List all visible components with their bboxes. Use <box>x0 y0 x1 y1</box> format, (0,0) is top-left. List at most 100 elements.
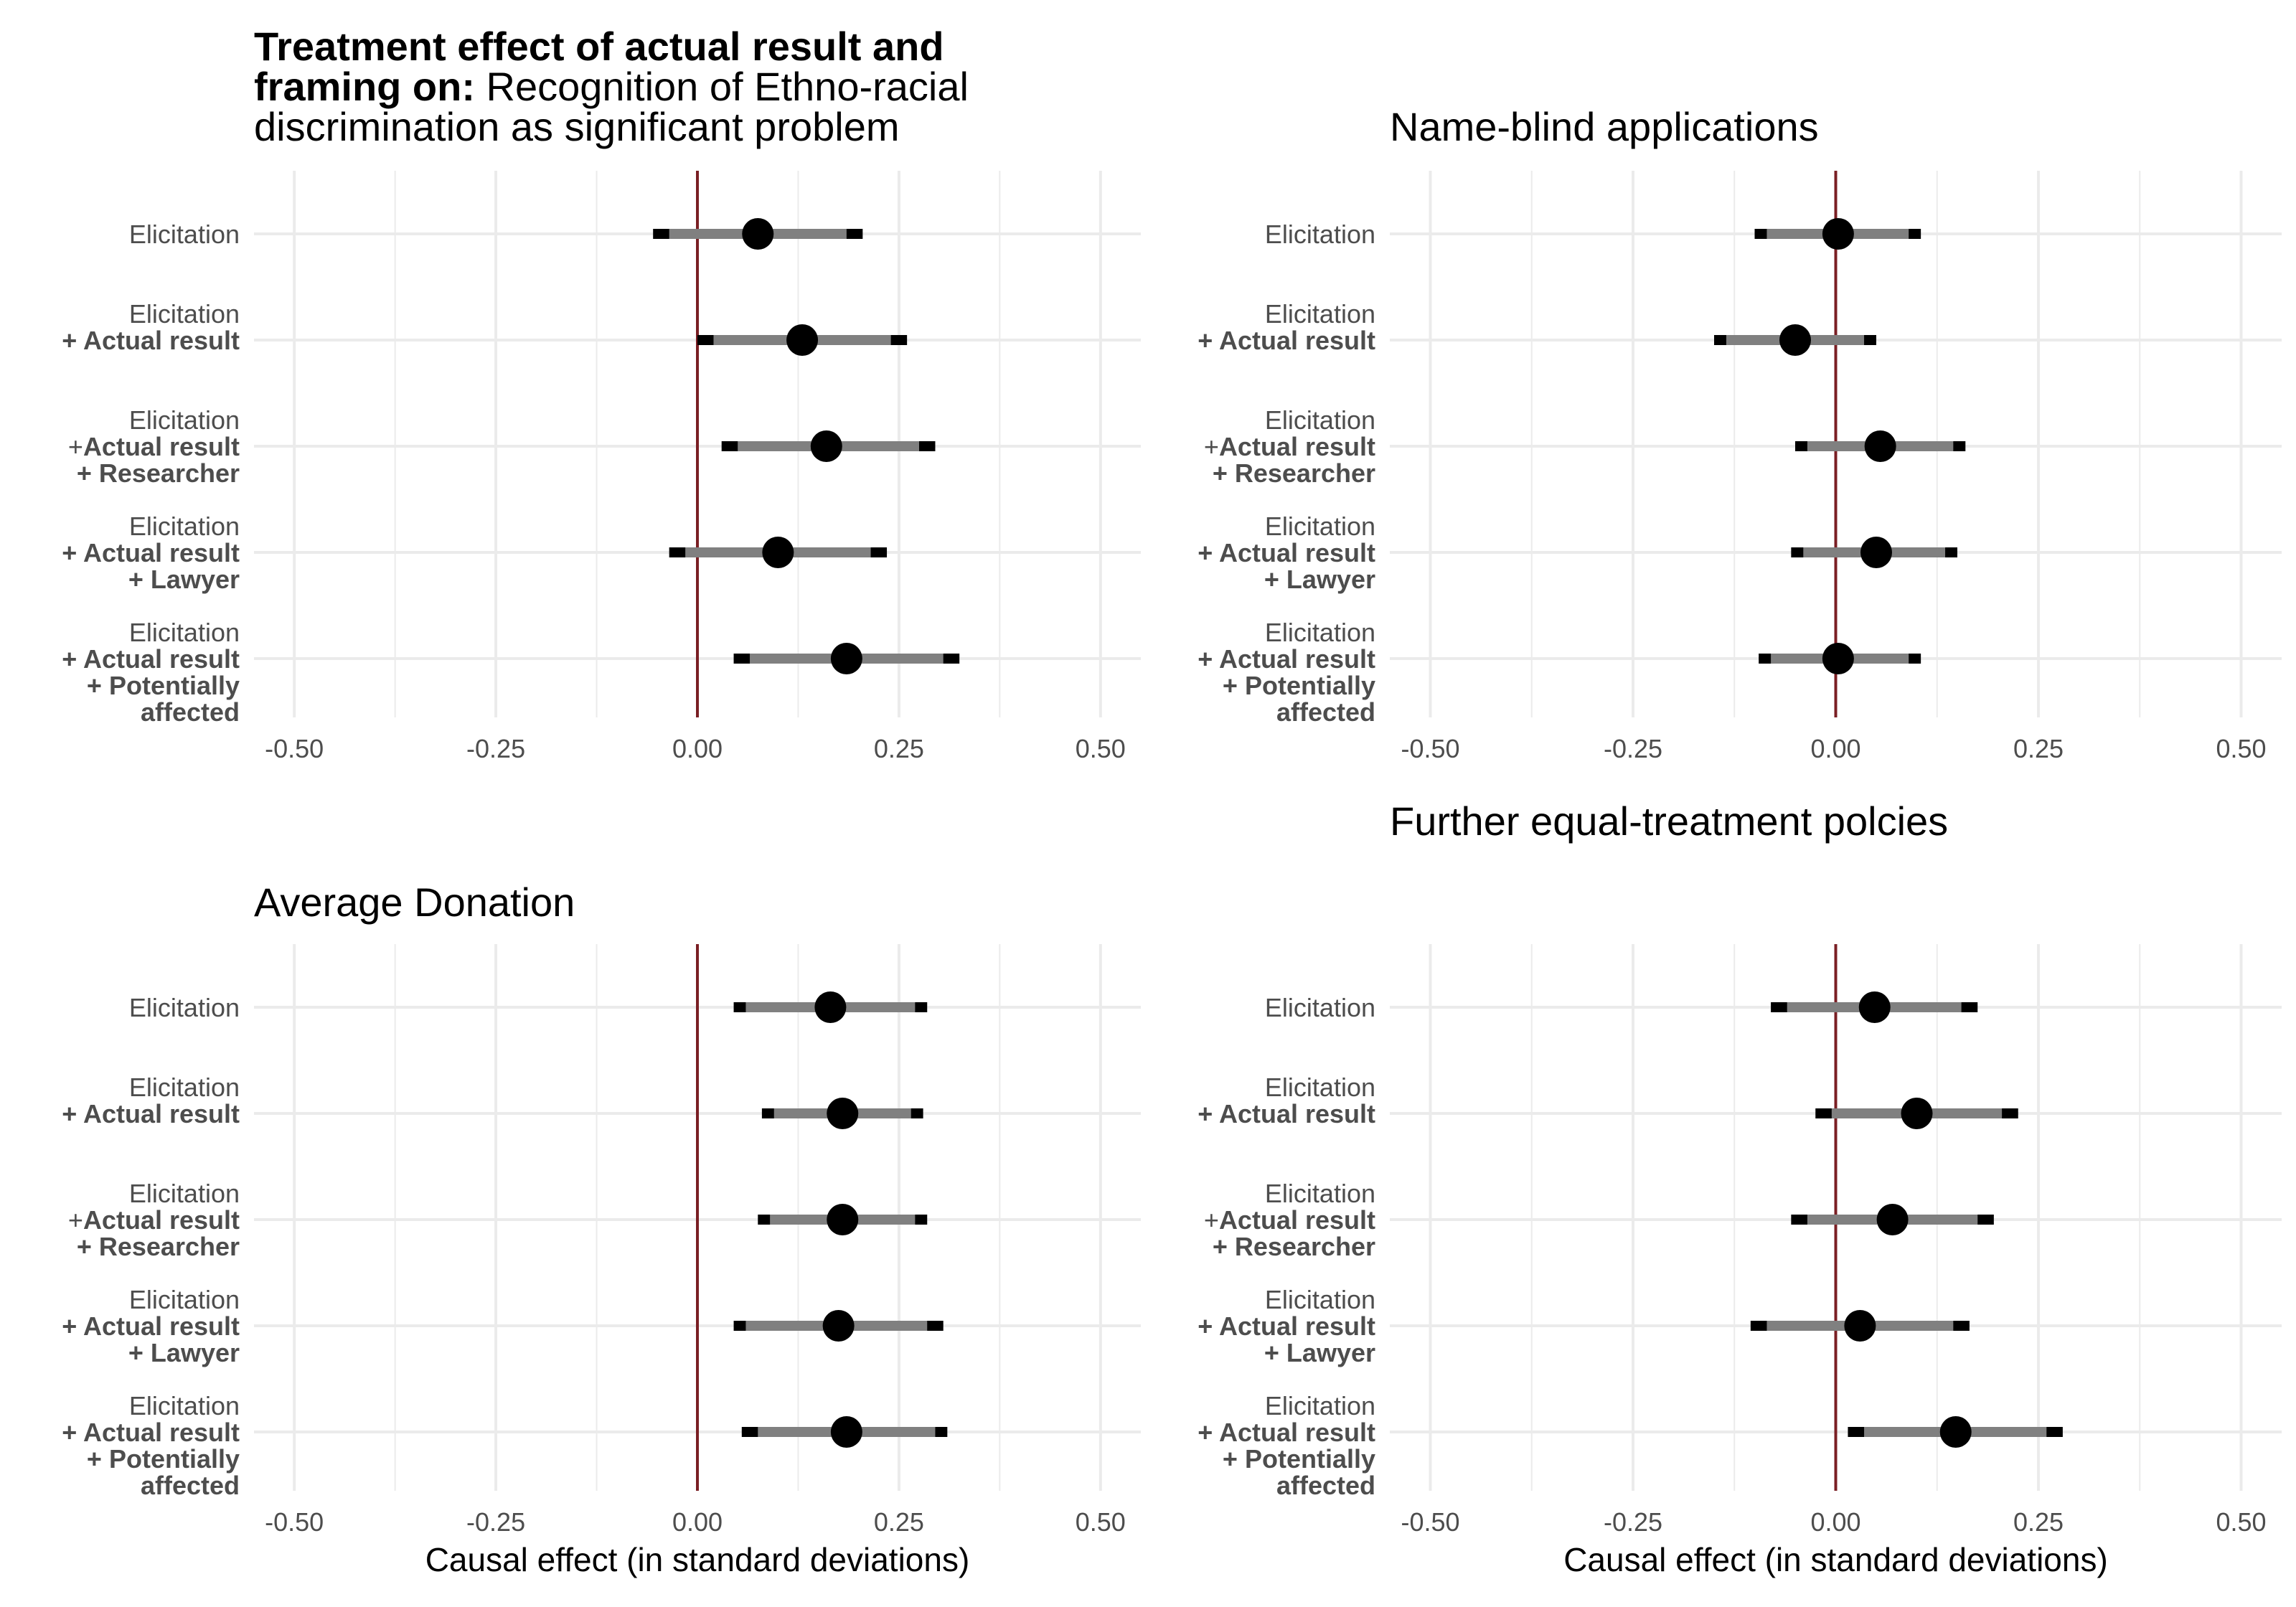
x-tick-label: 0.00 <box>1810 1507 1860 1537</box>
estimate-2 <box>1714 324 1876 356</box>
point-estimate <box>814 991 847 1023</box>
y-tick-label: + Actual result <box>1198 644 1375 674</box>
y-tick-label: Elicitation <box>129 299 240 329</box>
point-estimate <box>810 430 842 462</box>
x-tick-label: 0.50 <box>1076 1507 1126 1537</box>
x-tick-label: -0.50 <box>265 734 324 763</box>
y-tick-label: + Actual result <box>62 1418 240 1447</box>
estimate-3 <box>721 430 936 462</box>
estimate-4 <box>733 1310 944 1342</box>
y-tick-label-prefix: + <box>1204 1205 1219 1235</box>
estimate-1 <box>1771 991 1978 1023</box>
x-tick-label: 0.25 <box>874 734 924 763</box>
x-tick-label: 0.00 <box>1810 734 1860 763</box>
y-tick-label: Elicitation <box>1265 1391 1375 1420</box>
y-tick-label: Elicitation <box>1265 1073 1375 1102</box>
y-tick-label-prefix: + <box>1204 432 1219 461</box>
panel-title: Further equal-treatment polcies <box>1390 798 1948 844</box>
y-tick-label: Elicitation <box>1265 512 1375 541</box>
x-tick-label: -0.50 <box>1401 734 1459 763</box>
point-estimate <box>1876 1204 1909 1235</box>
y-tick-label: Elicitation <box>129 993 240 1022</box>
x-tick-label: -0.25 <box>1604 734 1662 763</box>
panel-title: Name-blind applications <box>1390 104 1819 149</box>
y-tick-label: + Actual result <box>1198 1311 1375 1341</box>
y-tick-label: Elicitation <box>129 220 240 249</box>
y-tick-label: + Actual result <box>62 538 240 567</box>
panel-title-text: Average Donation <box>254 880 575 925</box>
y-tick-label: + Lawyer <box>128 565 240 594</box>
estimate-5 <box>1759 643 1921 674</box>
y-tick-label-bold: Actual result <box>1219 1205 1375 1235</box>
estimate-4 <box>669 537 888 568</box>
estimate-4 <box>1791 537 1957 568</box>
y-tick-label: + Actual result <box>62 1311 240 1341</box>
point-estimate <box>827 1098 859 1129</box>
y-tick-label: + Lawyer <box>1264 1338 1375 1367</box>
y-tick-label: +Actual result <box>1204 432 1375 461</box>
estimate-2 <box>761 1098 923 1129</box>
y-tick-label: Elicitation <box>1265 405 1375 435</box>
estimate-1 <box>653 218 863 250</box>
y-tick-label: Elicitation <box>129 1073 240 1102</box>
y-tick-label: +Actual result <box>68 432 240 461</box>
y-tick-label: + Researcher <box>1213 1232 1375 1261</box>
x-tick-label: -0.50 <box>265 1507 324 1537</box>
y-tick-label-bold: Actual result <box>1219 432 1375 461</box>
y-tick-label: + Actual result <box>62 1099 240 1128</box>
estimate-3 <box>1795 430 1966 462</box>
y-tick-label: affected <box>141 697 240 727</box>
estimate-1 <box>733 991 928 1023</box>
estimate-5 <box>733 643 960 674</box>
y-tick-label: Elicitation <box>1265 1285 1375 1314</box>
y-tick-label: affected <box>141 1471 240 1500</box>
y-tick-label: + Researcher <box>1213 458 1375 488</box>
point-estimate <box>742 218 774 250</box>
x-tick-label: -0.50 <box>1401 1507 1459 1537</box>
point-estimate <box>762 537 794 568</box>
y-tick-label: + Potentially <box>1223 671 1375 700</box>
point-estimate <box>1844 1310 1876 1342</box>
y-tick-label: Elicitation <box>1265 618 1375 647</box>
x-tick-label: -0.25 <box>466 734 525 763</box>
y-tick-label-prefix: + <box>68 432 83 461</box>
point-estimate <box>1939 1416 1972 1448</box>
x-tick-label: -0.25 <box>1604 1507 1662 1537</box>
estimate-5 <box>741 1416 948 1448</box>
estimate-4 <box>1750 1310 1970 1342</box>
y-tick-label-bold: Actual result <box>83 1205 240 1235</box>
panel-title-text: Recognition of Ethno-racial <box>475 64 969 109</box>
estimate-1 <box>1754 218 1921 250</box>
x-tick-label: 0.25 <box>2013 734 2064 763</box>
point-estimate <box>1822 643 1854 674</box>
estimate-5 <box>1848 1416 2063 1448</box>
y-tick-label: affected <box>1276 1471 1375 1500</box>
point-estimate <box>1864 430 1896 462</box>
x-tick-label: 0.50 <box>1076 734 1126 763</box>
y-tick-label: + Actual result <box>1198 538 1375 567</box>
y-tick-label: Elicitation <box>1265 1179 1375 1208</box>
y-tick-label: + Actual result <box>1198 1099 1375 1128</box>
estimate-3 <box>758 1204 928 1235</box>
point-estimate <box>1901 1098 1933 1129</box>
y-tick-label: Elicitation <box>1265 220 1375 249</box>
y-tick-label: + Actual result <box>1198 326 1375 355</box>
point-estimate <box>1822 218 1854 250</box>
y-tick-label: Elicitation <box>129 1391 240 1420</box>
y-tick-label: + Lawyer <box>1264 565 1375 594</box>
estimate-2 <box>1815 1098 2018 1129</box>
panel-1: Elicitation Elicitation + Actual result Eli… <box>62 24 1141 763</box>
y-tick-label: Elicitation <box>129 618 240 647</box>
point-estimate <box>830 643 862 674</box>
y-tick-label: + Researcher <box>77 1232 240 1261</box>
y-tick-label: + Potentially <box>87 1444 240 1474</box>
y-tick-label: +Actual result <box>68 1205 240 1235</box>
x-tick-label: 0.25 <box>2013 1507 2064 1537</box>
x-tick-label: 0.25 <box>874 1507 924 1537</box>
point-estimate <box>786 324 819 356</box>
estimate-2 <box>697 324 908 356</box>
